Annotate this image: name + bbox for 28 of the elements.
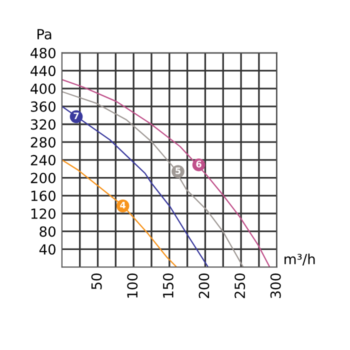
y-tick-label: 40 [39, 244, 56, 255]
y-tick-label: 160 [31, 190, 56, 202]
line-series [62, 106, 209, 268]
y-axis-title: Pa [38, 29, 52, 40]
y-tick-label: 440 [30, 66, 56, 76]
annotation: 4 [120, 202, 126, 208]
x-tick-label: 150 [162, 274, 174, 298]
x-axis-title: m³/h [284, 254, 315, 266]
line-series [62, 91, 244, 268]
x-tick-label: 100 [127, 274, 138, 298]
line-series [62, 159, 178, 268]
annotation: 7 [74, 112, 79, 120]
y-tick-label: 80 [40, 226, 56, 237]
x-tick-label: 300 [270, 274, 281, 298]
x-tick-label: 200 [198, 274, 210, 298]
y-tick-label: 360 [30, 101, 56, 112]
y-tick-label: 280 [30, 137, 56, 148]
y-tick-label: 200 [30, 172, 56, 184]
y-tick-label: 480 [30, 48, 56, 58]
y-tick-label: 320 [30, 119, 56, 130]
y-tick-label: 240 [30, 154, 56, 166]
line-series [62, 79, 270, 268]
x-tick-label: 250 [234, 274, 246, 298]
x-tick-label: 50 [91, 274, 102, 290]
y-tick-label: 120 [31, 208, 56, 219]
annotation: 5 [176, 167, 181, 174]
annotation: 6 [196, 160, 202, 168]
y-tick-label: 400 [30, 84, 56, 94]
